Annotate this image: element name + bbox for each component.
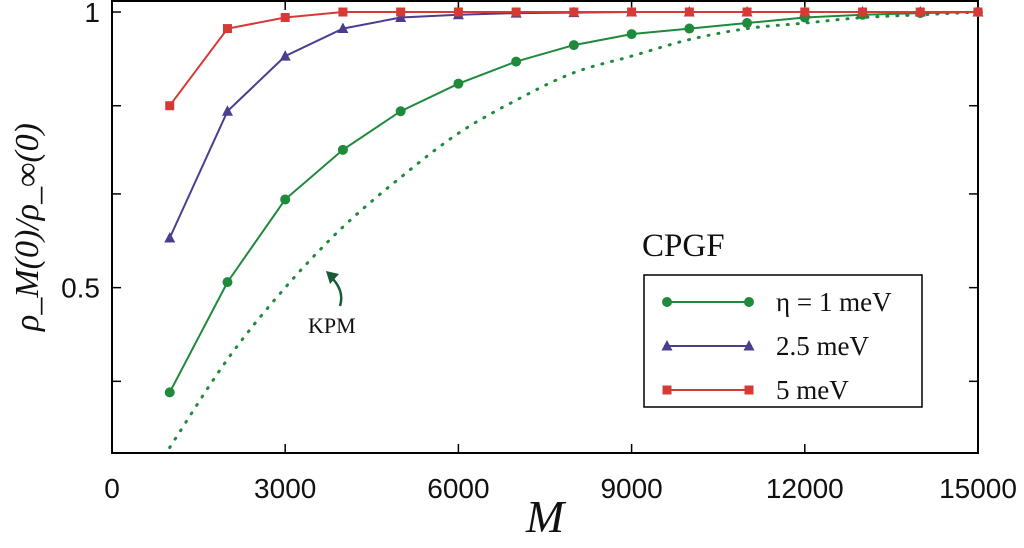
series-1-point-3 <box>337 22 349 34</box>
plot-frame <box>111 0 979 454</box>
legend-marker-left-0 <box>662 297 672 307</box>
series-1-point-0 <box>164 232 176 243</box>
series-1-point-1 <box>221 105 233 116</box>
x-tick-label-0: 0 <box>104 473 120 504</box>
series-layer <box>164 6 984 398</box>
series-2-point-14 <box>973 7 983 17</box>
series-2-line <box>168 11 978 107</box>
x-tick-label-5: 15000 <box>939 473 1017 504</box>
y-tick-label-1: 1 <box>84 0 100 28</box>
x-axis-title: M <box>525 491 567 542</box>
series-2-point-4 <box>396 7 406 17</box>
series-0-point-10 <box>742 18 753 29</box>
series-2-point-1 <box>222 24 232 34</box>
series-2-point-10 <box>742 7 752 17</box>
kpm-reference-curve <box>168 10 980 449</box>
x-tick-label-3: 9000 <box>600 473 662 504</box>
series-2-point-9 <box>684 7 694 17</box>
x-tick-label-1: 3000 <box>254 473 316 504</box>
series-0-point-3 <box>337 144 348 155</box>
series-0-point-1 <box>222 277 233 288</box>
series-1-point-4 <box>395 11 407 23</box>
kpm-arrow-head <box>326 271 339 284</box>
series-0-point-7 <box>568 40 579 51</box>
series-2-point-2 <box>280 13 290 23</box>
x-tick-label-2: 6000 <box>427 473 489 504</box>
series-2 <box>165 7 983 111</box>
kpm-label: KPM <box>308 313 356 338</box>
legend-marker-left-2 <box>662 385 672 395</box>
series-2-point-0 <box>165 101 175 111</box>
series-2-point-7 <box>569 7 579 17</box>
series-2-point-13 <box>915 7 925 17</box>
series-0-point-5 <box>453 78 464 89</box>
legend: η = 1 meV 2.5 meV 5 meV <box>661 287 892 405</box>
series-2-point-6 <box>511 7 521 17</box>
legend-marker-left-1 <box>661 340 673 351</box>
x-tick-label-4: 12000 <box>766 473 844 504</box>
series-2-point-8 <box>627 7 637 17</box>
series-2-point-12 <box>858 7 868 17</box>
legend-label-2: 5 meV <box>776 375 849 405</box>
legend-title: CPGF <box>642 228 725 264</box>
series-0-point-6 <box>511 56 522 67</box>
series-2-point-5 <box>453 7 463 17</box>
series-0-point-9 <box>684 23 695 34</box>
legend-marker-right-0 <box>744 297 754 307</box>
y-axis-title: ρ_M(0)/ρ_∞(0) <box>9 123 46 332</box>
series-0-point-4 <box>395 106 406 117</box>
legend-box <box>643 274 923 408</box>
series-0-point-8 <box>626 29 637 40</box>
series-0-point-2 <box>280 194 291 205</box>
axis-ticks: 0 3000 6000 9000 12000 15000 0.5 1 <box>61 0 1017 504</box>
series-1-point-2 <box>279 50 291 61</box>
series-2-point-11 <box>800 7 810 17</box>
series-2-point-3 <box>338 7 348 17</box>
legend-label-1: 2.5 meV <box>776 331 869 361</box>
legend-marker-right-2 <box>744 385 754 395</box>
legend-marker-right-1 <box>743 340 755 351</box>
series-0-point-0 <box>164 387 175 398</box>
kpm-reference-layer <box>168 10 980 449</box>
legend-label-0: η = 1 meV <box>776 287 892 317</box>
y-tick-label-0: 0.5 <box>61 273 100 304</box>
